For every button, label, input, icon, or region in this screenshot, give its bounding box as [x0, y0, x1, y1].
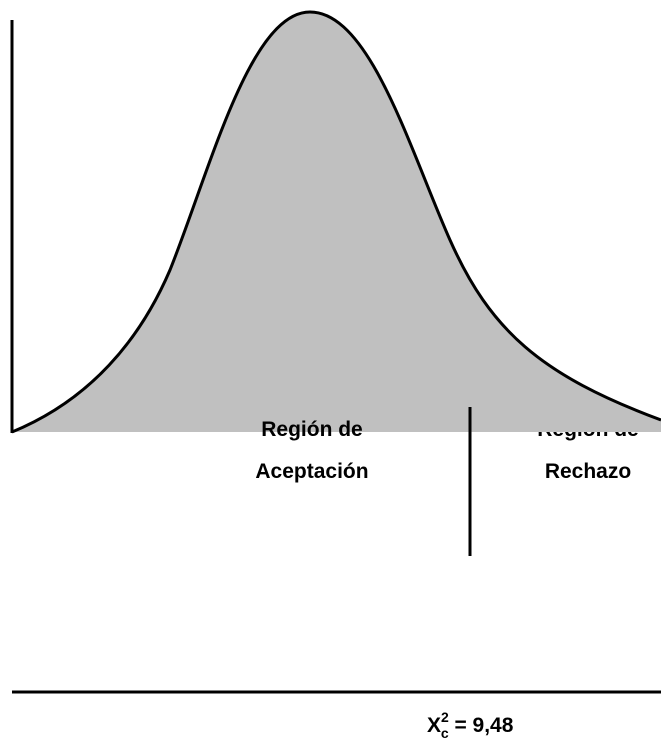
critical-value: X2 c = 9,48 [427, 709, 514, 741]
chi-base: X [427, 714, 441, 737]
distribution-curve [11, 10, 661, 434]
rejection-label-2: Rechazo [545, 460, 631, 483]
chi-sup: 2 [441, 709, 449, 725]
chi-sub: c [441, 725, 449, 741]
acceptance-area [12, 12, 661, 432]
chi-value: = 9,48 [449, 714, 514, 737]
acceptance-label-2: Aceptación [255, 460, 368, 483]
acceptance-label-1: Región de [261, 418, 363, 441]
